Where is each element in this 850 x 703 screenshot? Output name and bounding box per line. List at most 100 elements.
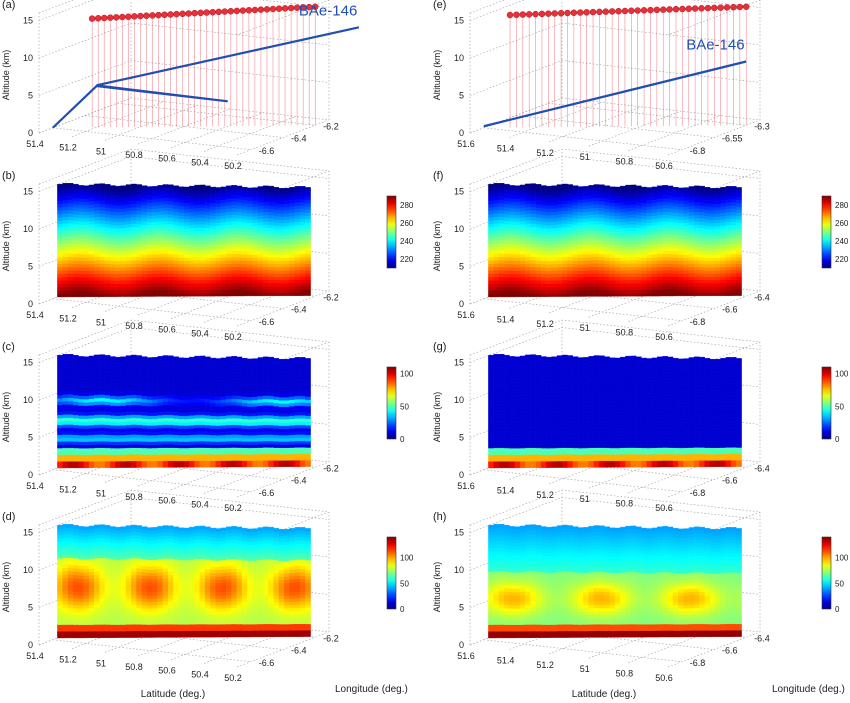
surface-cell xyxy=(189,263,195,268)
surface-cell xyxy=(136,227,143,231)
surface-cell xyxy=(225,402,232,406)
surface-cell xyxy=(146,247,153,252)
surface-cell xyxy=(62,397,69,402)
surface-cell xyxy=(231,404,238,409)
surface-cell xyxy=(278,428,285,433)
surface-cell xyxy=(125,253,132,258)
surface-cell xyxy=(189,431,195,436)
surface-cell xyxy=(236,427,243,432)
surface-cell xyxy=(241,627,248,631)
surface-cell xyxy=(220,572,227,577)
surface-cell xyxy=(220,276,227,281)
surface-cell xyxy=(141,614,148,619)
surface-cell xyxy=(131,574,137,579)
surface-cell xyxy=(231,395,238,399)
surface-cell xyxy=(231,578,238,582)
surface-cell xyxy=(194,591,201,596)
surface-cell xyxy=(178,556,185,561)
data-marker xyxy=(209,8,216,16)
surface-cell xyxy=(257,228,264,232)
surface-cell xyxy=(273,266,280,271)
surface-cell xyxy=(262,243,269,248)
surface-cell xyxy=(199,594,206,599)
surface-cell xyxy=(220,421,227,426)
surface-cell xyxy=(104,250,111,255)
surface-cell xyxy=(204,376,211,380)
surface-cell xyxy=(284,270,290,274)
panel-label: (c) xyxy=(2,341,15,353)
surface-cell xyxy=(257,363,264,368)
surface-cell xyxy=(289,370,295,375)
surface-cell xyxy=(268,253,274,258)
surface-cell xyxy=(215,454,222,458)
surface-cell xyxy=(284,463,290,467)
surface-cell xyxy=(104,607,111,612)
surface-cell xyxy=(252,608,259,612)
surface-cell xyxy=(231,623,238,628)
surface-cell xyxy=(78,366,85,370)
surface-cell xyxy=(94,621,100,625)
surface-cell xyxy=(173,552,179,557)
surface-cell xyxy=(131,440,137,445)
surface-cell xyxy=(94,630,100,635)
surface-cell xyxy=(67,182,74,187)
surface-cell xyxy=(57,548,63,552)
surface-cell xyxy=(289,218,295,223)
surface-cell xyxy=(141,191,148,196)
surface-cell xyxy=(167,200,174,205)
surface-cell xyxy=(173,415,179,419)
surface-cell xyxy=(220,450,227,455)
surface-cell xyxy=(72,418,79,422)
surface-cell xyxy=(99,203,106,208)
surface-cell xyxy=(62,260,69,264)
surface-cell xyxy=(115,244,121,249)
surface-cell xyxy=(104,263,111,268)
surface-cell xyxy=(67,560,74,565)
surface-cell xyxy=(225,411,232,416)
surface-cell xyxy=(94,397,100,402)
surface-cell xyxy=(136,388,143,392)
surface-cell xyxy=(94,600,100,605)
surface-cell xyxy=(120,608,127,612)
surface-cell xyxy=(162,184,169,189)
surface-cell xyxy=(83,237,90,242)
surface-cell xyxy=(141,276,148,281)
surface-cell xyxy=(204,402,211,406)
surface-cell xyxy=(257,286,264,290)
surface-cell xyxy=(278,419,285,423)
surface-cell xyxy=(252,251,259,255)
surface-cell xyxy=(189,202,195,206)
surface-cell xyxy=(67,276,74,281)
surface-cell xyxy=(215,460,222,465)
surface-cell xyxy=(252,588,259,593)
surface-cell xyxy=(289,396,295,401)
surface-cell xyxy=(157,588,164,592)
surface-cell xyxy=(294,453,301,458)
surface-cell xyxy=(220,611,227,615)
surface-cell xyxy=(231,431,238,435)
surface-cell xyxy=(183,617,190,622)
surface-cell xyxy=(178,367,185,371)
surface-cell xyxy=(173,395,179,400)
surface-cell xyxy=(104,193,111,198)
surface-cell xyxy=(120,395,127,400)
surface-cell xyxy=(67,530,74,535)
surface-cell xyxy=(284,254,290,258)
surface-cell xyxy=(210,396,216,401)
surface-cell xyxy=(252,377,259,382)
surface-cell xyxy=(162,361,169,366)
surface-cell xyxy=(83,598,90,603)
surface-cell xyxy=(109,289,116,294)
surface-cell xyxy=(284,263,290,268)
surface-cell xyxy=(278,267,285,271)
surface-cell xyxy=(194,204,201,209)
surface-cell xyxy=(67,286,74,291)
surface-cell xyxy=(220,537,227,541)
surface-cell xyxy=(289,279,295,284)
surface-cell xyxy=(104,286,111,291)
surface-cell xyxy=(62,219,69,224)
surface-cell xyxy=(141,385,148,390)
surface-cell xyxy=(104,246,111,251)
surface-cell xyxy=(183,376,190,381)
surface-cell xyxy=(284,444,290,449)
